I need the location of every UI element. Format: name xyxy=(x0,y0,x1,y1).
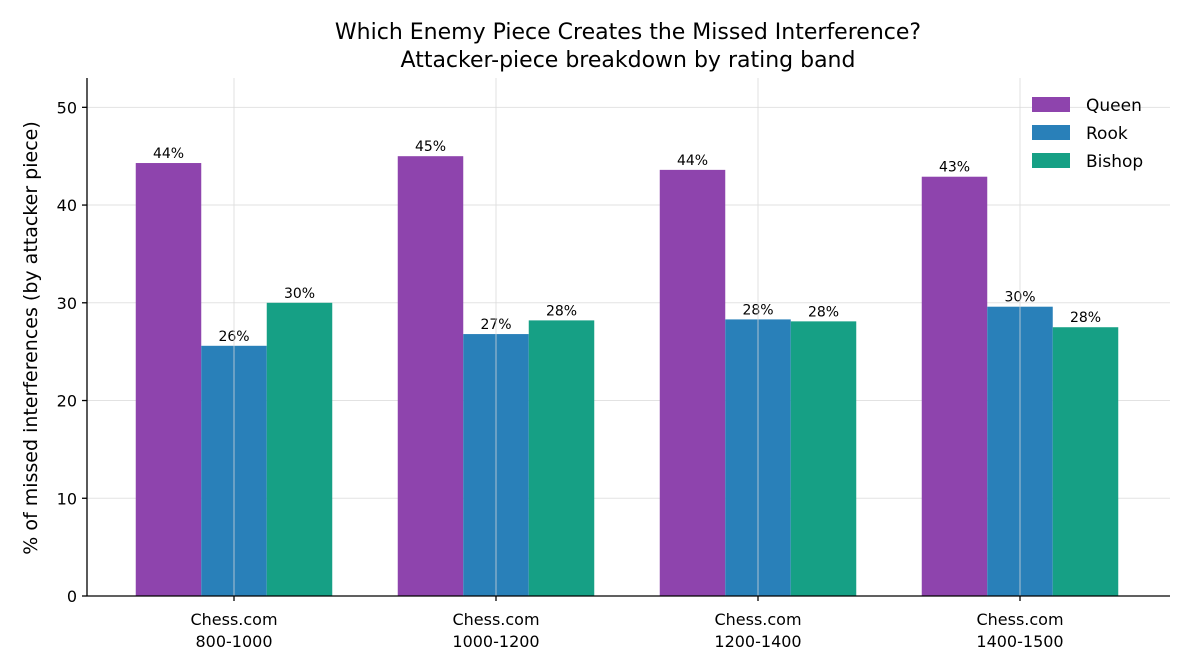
bars: 44% 45%44% 43%26%27%28%30%30%28% 28% 28% xyxy=(135,78,1119,597)
bar-queen xyxy=(135,163,202,596)
y-tick-label: 50 xyxy=(57,98,77,117)
x-tick-label: Chess.com 1400-1500 xyxy=(976,610,1063,651)
x-tick-label: Chess.com 800-1000 xyxy=(190,610,277,651)
y-axis-label: % of missed interferences (by attacker p… xyxy=(20,121,42,555)
bar-bishop xyxy=(1052,327,1119,596)
legend-label-rook: Rook xyxy=(1086,124,1128,144)
y-tick-label: 10 xyxy=(57,489,77,508)
bar-value-label: 44% xyxy=(677,153,708,169)
bar-queen xyxy=(921,176,988,597)
bar-queen xyxy=(397,156,464,597)
bar-value-label: 28% xyxy=(1070,310,1101,326)
bar-value-label: 30% xyxy=(284,286,315,302)
chart-subtitle: Attacker-piece breakdown by rating band xyxy=(401,48,856,73)
legend-label-queen: Queen xyxy=(1086,96,1142,116)
legend-label-bishop: Bishop xyxy=(1086,152,1143,172)
y-tick-label: 0 xyxy=(67,587,77,606)
bar-value-label: 44% xyxy=(153,146,184,162)
bar-value-label: 28% xyxy=(546,303,577,319)
bar-bishop xyxy=(266,302,333,596)
y-tick-label: 20 xyxy=(57,392,77,411)
legend-swatch-bishop xyxy=(1032,153,1070,168)
y-tick-label: 40 xyxy=(57,196,77,215)
bar-bishop xyxy=(790,321,857,596)
x-tick-label: Chess.com 1200-1400 xyxy=(714,610,801,651)
y-tick-label: 30 xyxy=(57,294,77,313)
legend: Queen Rook Bishop xyxy=(1032,96,1143,172)
bar-queen xyxy=(659,169,726,596)
legend-swatch-rook xyxy=(1032,125,1070,140)
x-tick-label: Chess.com 1000-1200 xyxy=(452,610,539,651)
legend-swatch-queen xyxy=(1032,97,1070,112)
axes: 0 10 20 30 40 50 Chess.com 800-1000 Chess.com 100… xyxy=(57,78,1170,651)
bar-value-label: 45% xyxy=(415,139,446,155)
bar-value-label: 28% xyxy=(808,304,839,320)
bar-value-label: 43% xyxy=(939,160,970,176)
chart-title: Which Enemy Piece Creates the Missed Int… xyxy=(335,20,921,45)
bar-bishop xyxy=(528,320,595,596)
